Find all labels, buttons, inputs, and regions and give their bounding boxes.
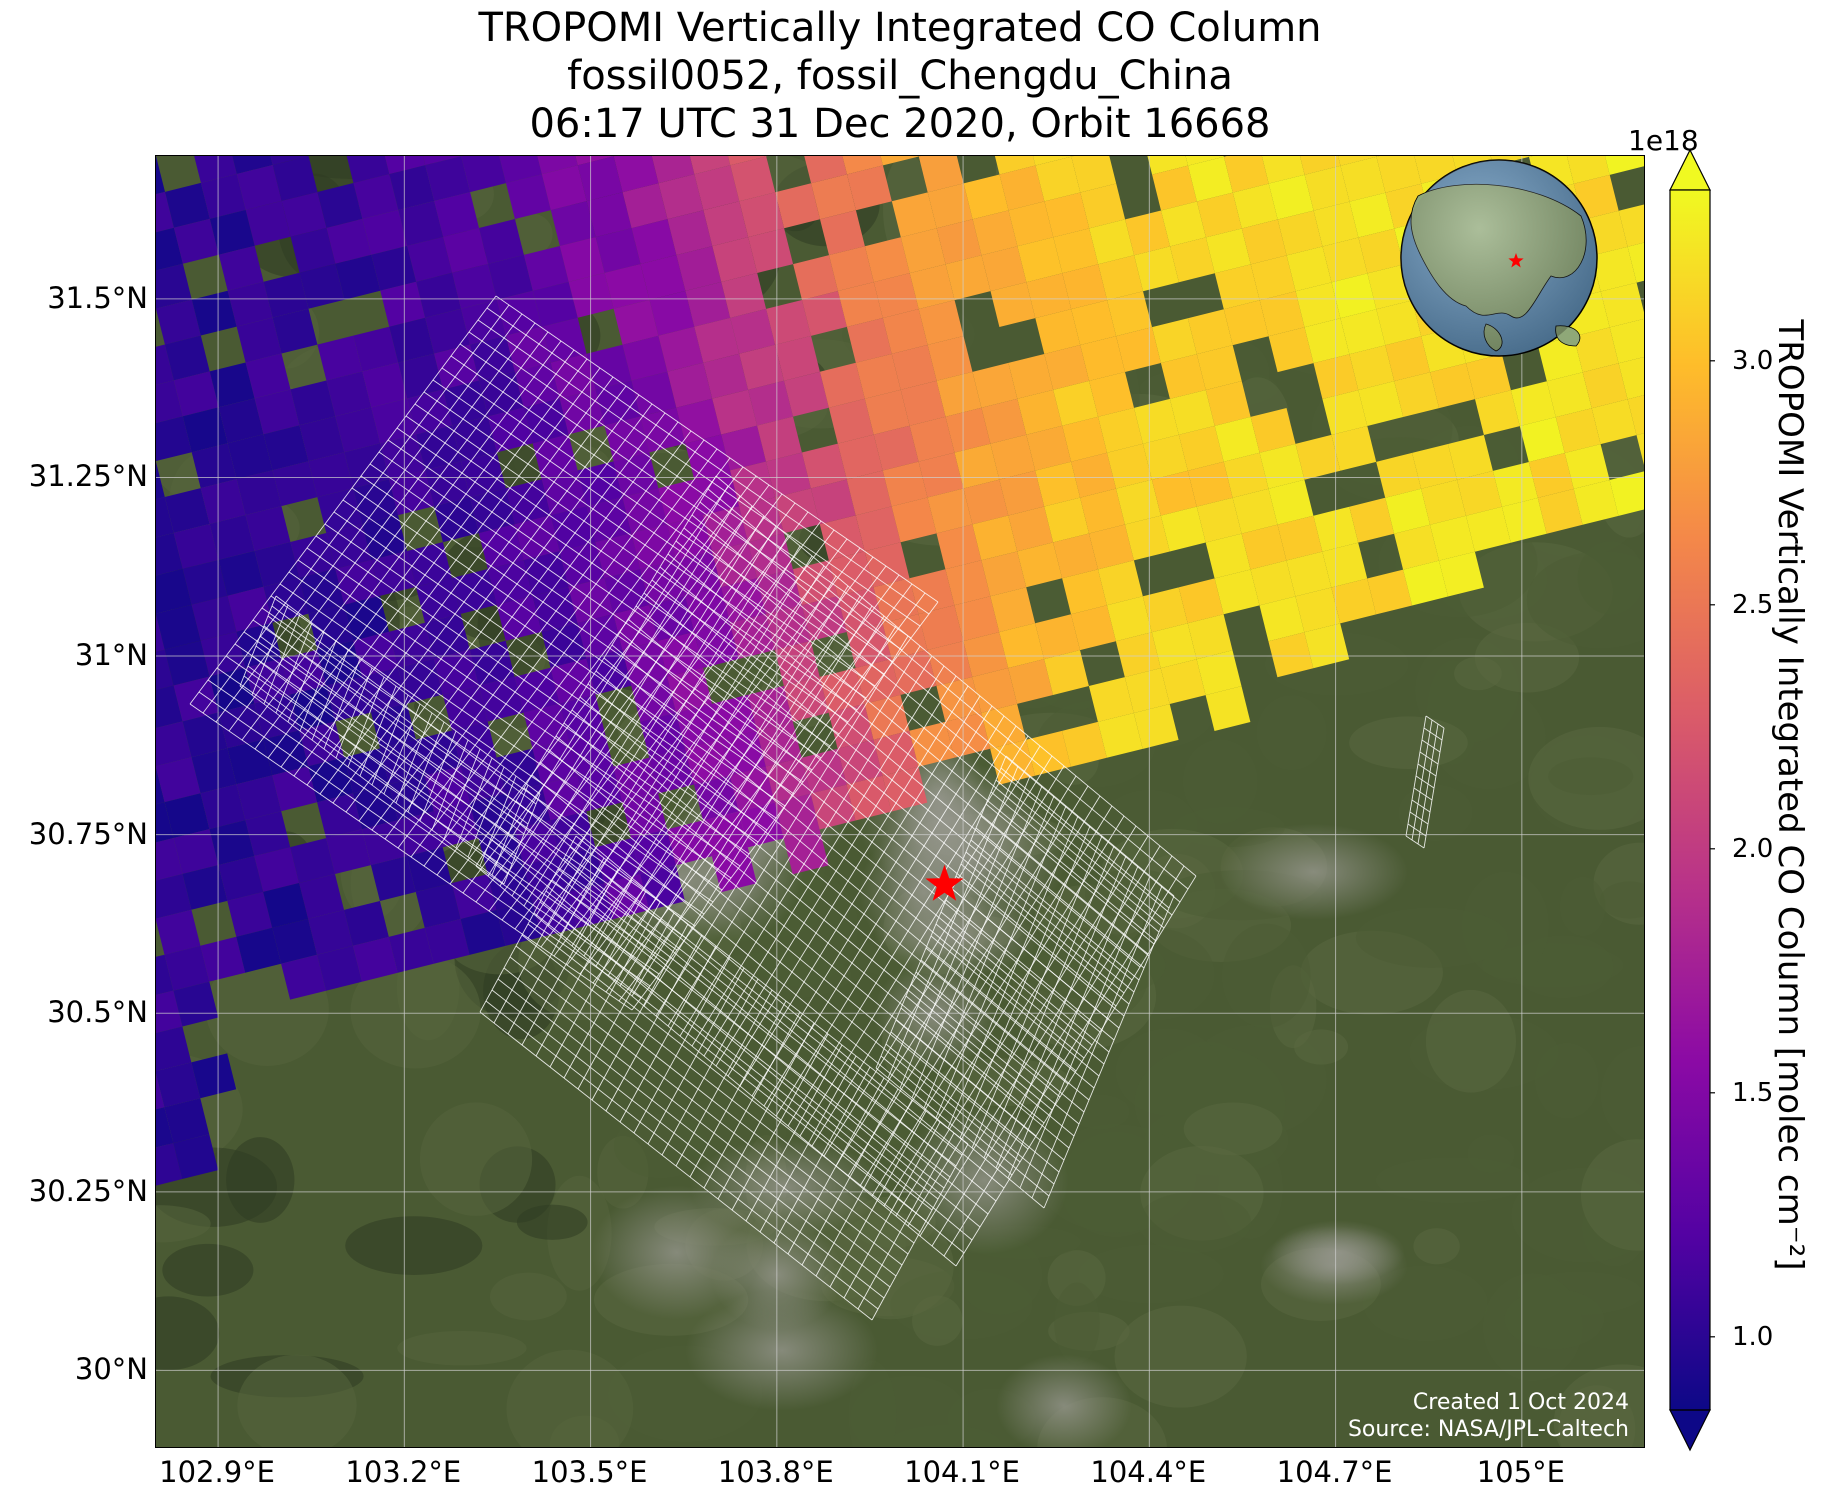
lat-tick-label: 31.5°N (47, 280, 148, 315)
lon-tick-label: 104.7°E (1276, 1455, 1393, 1489)
source-credit: Source: NASA/JPL-Caltech (1347, 1417, 1629, 1442)
map-panel[interactable] (155, 155, 1645, 1448)
map-canvas[interactable] (156, 156, 1645, 1448)
colorbar-exponent: 1e18 (1628, 124, 1699, 157)
colorbar (1669, 148, 1715, 1452)
lon-tick-label: 102.9°E (159, 1455, 276, 1489)
inset-globe (1400, 159, 1598, 357)
lat-tick-label: 30.75°N (28, 816, 148, 851)
colorbar-tick-label: 1.5 (1732, 1077, 1774, 1108)
colorbar-tick-label: 2.0 (1732, 833, 1774, 864)
site-star-marker (925, 864, 964, 901)
colorbar-min-extension (1669, 1409, 1711, 1452)
title-line-2: fossil0052, fossil_Chengdu_China (567, 53, 1233, 99)
lon-tick-label: 104.1°E (904, 1455, 1021, 1489)
title-line-3: 06:17 UTC 31 Dec 2020, Orbit 16668 (529, 101, 1271, 147)
site-star (925, 864, 964, 901)
lat-tick-label: 31.25°N (28, 459, 148, 494)
globe-star (1508, 253, 1524, 268)
lat-lon-gridlines (156, 156, 1644, 1447)
lon-tick-label: 103.2°E (345, 1455, 462, 1489)
colorbar-tick-label: 1.0 (1732, 1321, 1774, 1352)
lat-tick-label: 30.25°N (28, 1173, 148, 1208)
lon-tick-label: 103.5°E (531, 1455, 648, 1489)
colorbar-label: TROPOMI Vertically Integrated CO Column … (1770, 319, 1810, 1271)
title-line-1: TROPOMI Vertically Integrated CO Column (478, 5, 1322, 51)
lon-tick-label: 103.8°E (717, 1455, 834, 1489)
lon-tick-label: 105°E (1476, 1455, 1565, 1489)
lat-tick-label: 30°N (74, 1352, 148, 1387)
colorbar-tick-label: 2.5 (1732, 589, 1774, 620)
lat-tick-label: 31°N (74, 638, 148, 673)
map-title: TROPOMI Vertically Integrated CO Column … (155, 4, 1645, 148)
colorbar-gradient (1670, 190, 1710, 1410)
colorbar-tick-label: 3.0 (1732, 345, 1774, 376)
target-grid-overlay (189, 295, 1445, 1321)
lon-tick-label: 104.4°E (1090, 1455, 1207, 1489)
lat-tick-label: 30.5°N (47, 995, 148, 1030)
created-date-credit: Created 1 Oct 2024 (1412, 1390, 1629, 1415)
